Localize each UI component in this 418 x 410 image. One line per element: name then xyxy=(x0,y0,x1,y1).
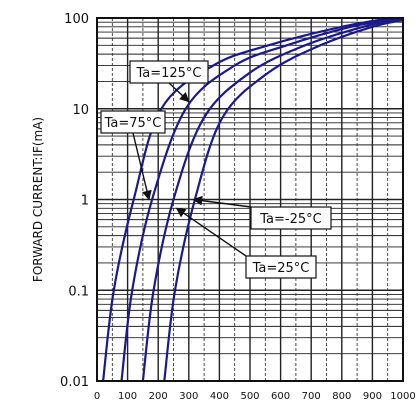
series-line-3 xyxy=(141,16,405,383)
x-tick-label: 200 xyxy=(149,391,168,402)
x-tick-label: 700 xyxy=(302,391,321,402)
annotation-arrow xyxy=(192,195,252,208)
series-line-4 xyxy=(163,18,405,383)
x-tick-label: 100 xyxy=(118,391,137,402)
y-tick-label: 1 xyxy=(81,194,89,209)
annotation-label: Ta=75°C xyxy=(104,116,162,131)
x-tick-label: 1000 xyxy=(390,391,415,402)
x-tick-label: 800 xyxy=(332,391,351,402)
annotation-label: Ta=-25°C xyxy=(259,212,321,227)
curve-layer xyxy=(102,16,405,383)
annotation-label: Ta=125°C xyxy=(135,66,201,81)
x-tick-label: 300 xyxy=(179,391,198,402)
y-tick-label: 0.1 xyxy=(68,284,89,299)
x-tick-label: 600 xyxy=(271,391,290,402)
annotation-box xyxy=(250,206,332,230)
annotation-label: Ta=25°C xyxy=(252,261,310,276)
y-axis-label: FORWARD CURRENT:IF(mA) xyxy=(31,117,45,282)
x-tick-label: 900 xyxy=(363,391,382,402)
y-tick-label: 100 xyxy=(64,12,89,27)
annotation-2: Ta=75°C xyxy=(100,110,166,201)
annotation-arrow xyxy=(132,132,152,201)
y-tick-label: 0.01 xyxy=(60,375,89,390)
series-line-1 xyxy=(102,16,392,383)
x-tick-label: 0 xyxy=(94,391,100,402)
annotation-4: Ta=25°C xyxy=(175,207,317,279)
annotation-arrow xyxy=(168,82,190,103)
annotation-3: Ta=-25°C xyxy=(192,195,332,230)
tick-labels: 0 100 200 300 400 500 600 700 800 900 1000 0.01 0.1 1… xyxy=(60,12,416,402)
annotation-1: Ta=125°C xyxy=(129,60,209,103)
annotation-box xyxy=(129,60,209,84)
x-tick-label: 500 xyxy=(240,391,259,402)
y-tick-label: 10 xyxy=(72,103,89,118)
annotation-arrow xyxy=(175,207,247,257)
x-tick-label: 400 xyxy=(210,391,229,402)
plot-frame xyxy=(96,17,404,382)
annotation-box xyxy=(100,110,166,134)
annotation-layer: Ta=125°C Ta=75°C Ta=-25°C Ta=25°C xyxy=(100,60,332,279)
series-line-2 xyxy=(120,16,401,383)
annotation-box xyxy=(245,255,317,279)
